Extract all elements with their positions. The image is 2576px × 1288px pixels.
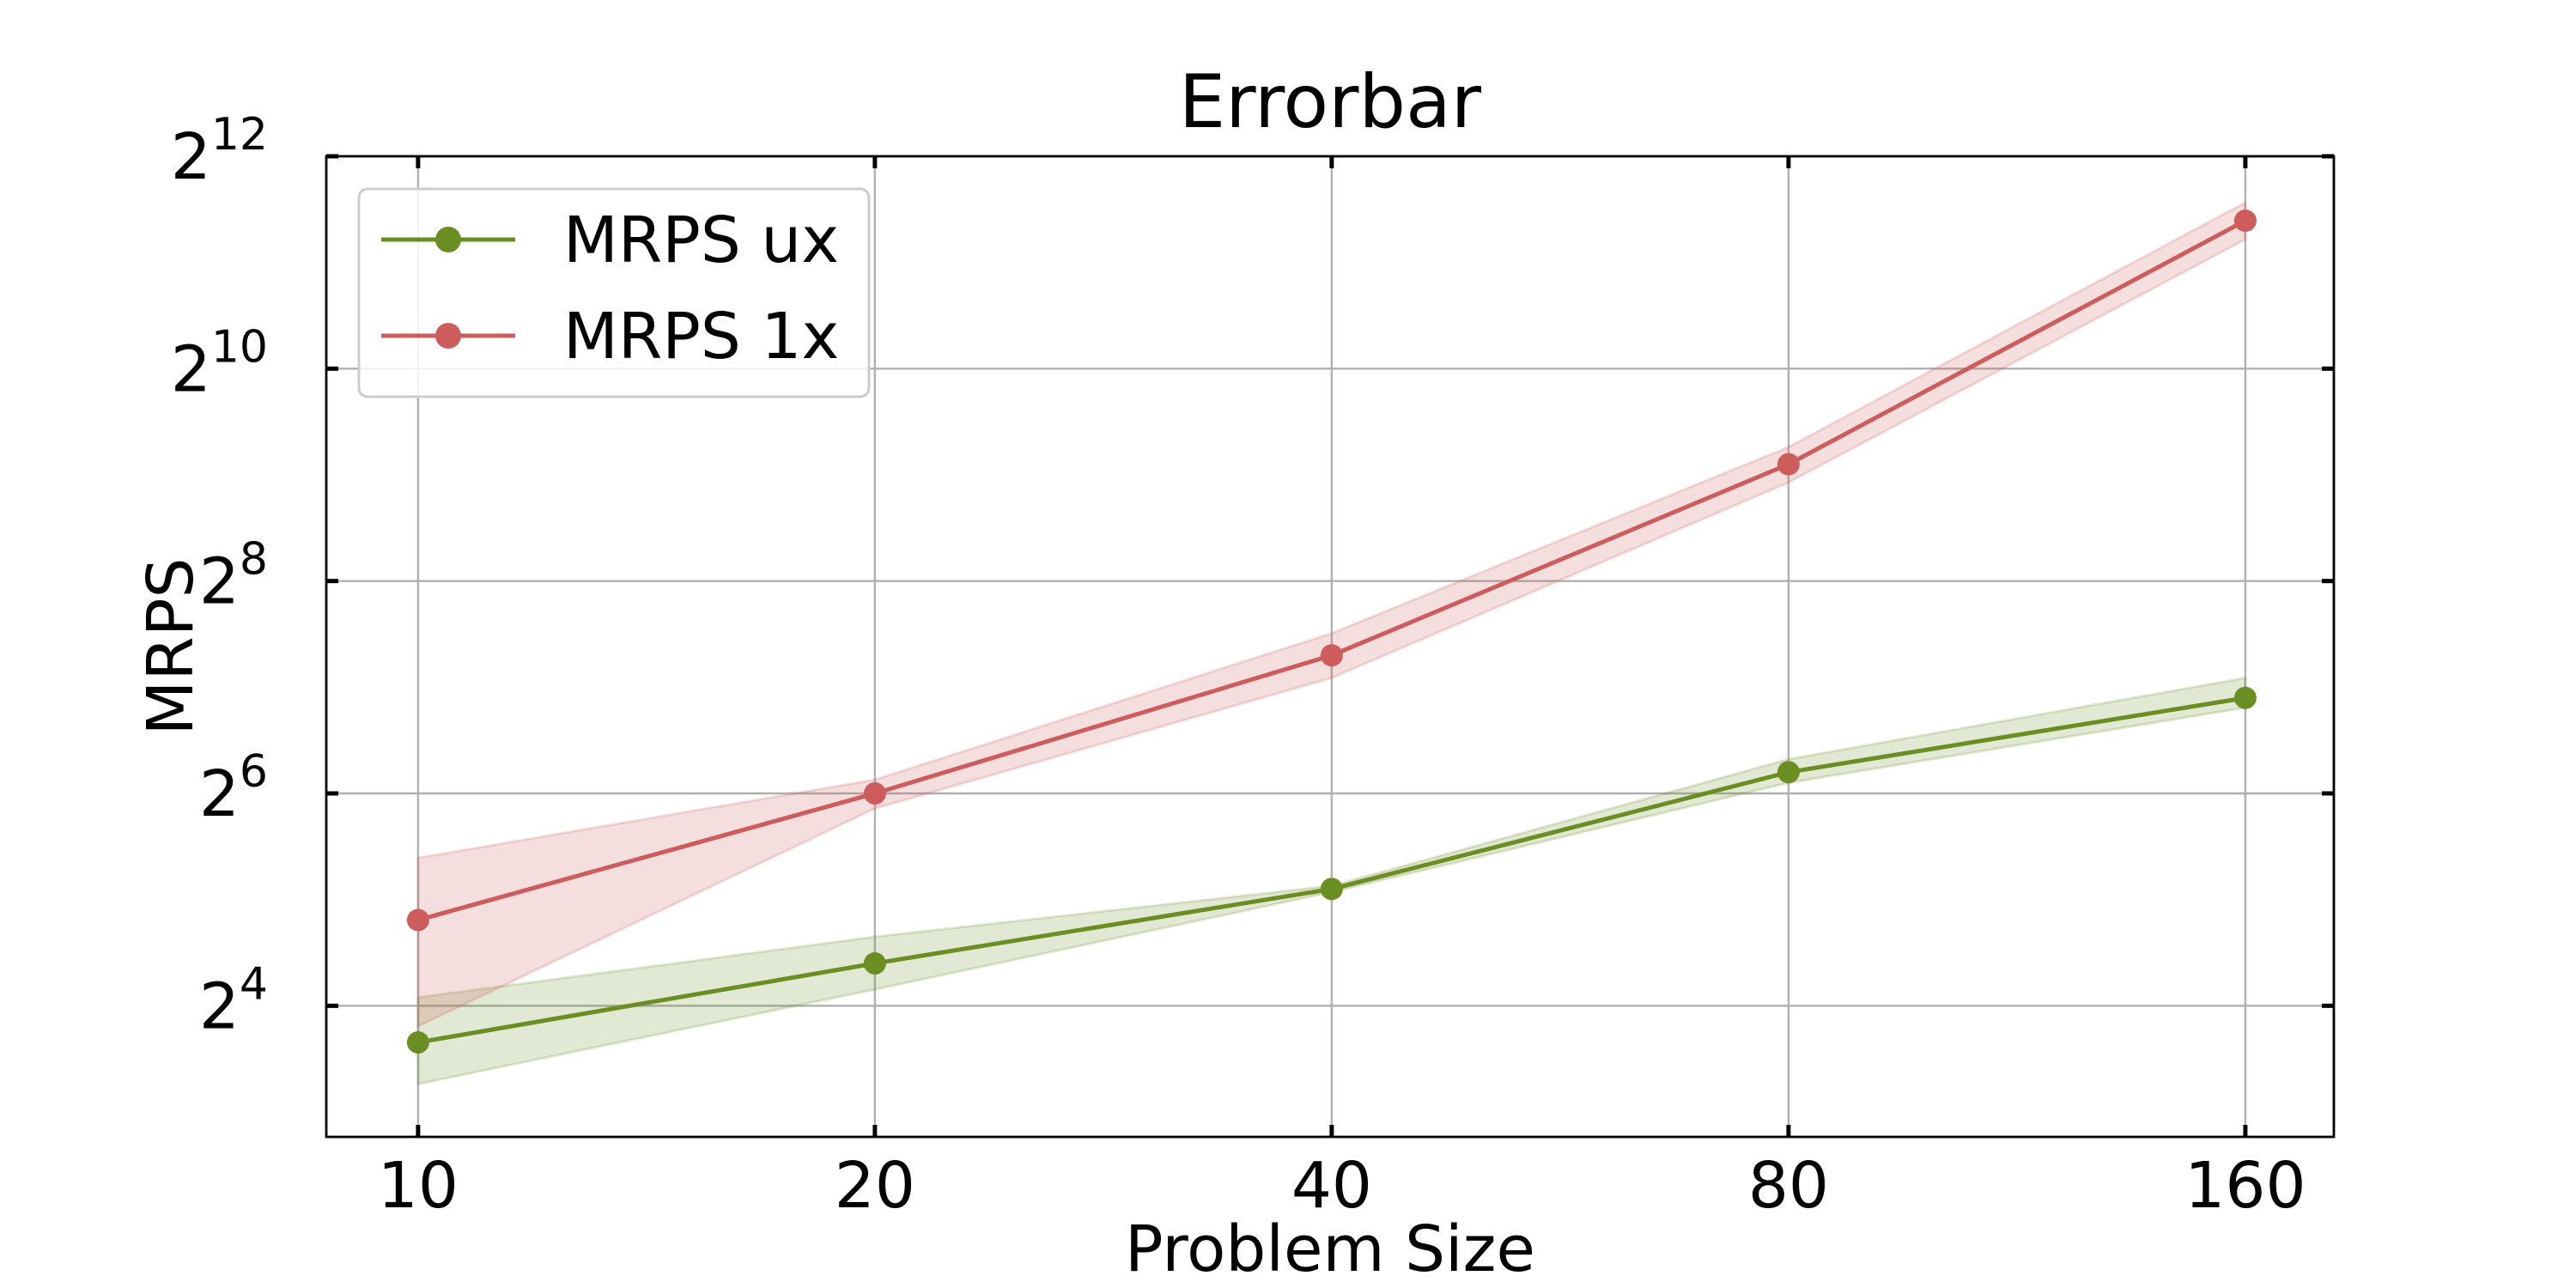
legend-marker-ux bbox=[435, 227, 461, 252]
legend-label-1x: MRPS 1x bbox=[563, 300, 839, 374]
y-tick-base: 2 bbox=[171, 332, 211, 406]
legend-label-ux: MRPS ux bbox=[563, 204, 839, 277]
x-tick-label: 10 bbox=[378, 1149, 459, 1223]
x-tick-label: 40 bbox=[1291, 1149, 1372, 1223]
data-points bbox=[406, 210, 2257, 1054]
data-point bbox=[863, 782, 886, 805]
x-axis-label: Problem Size bbox=[1125, 1212, 1535, 1286]
data-point bbox=[1320, 878, 1343, 901]
chart-title: Errorbar bbox=[1179, 59, 1482, 145]
data-point bbox=[406, 908, 429, 932]
axis-ticks bbox=[326, 154, 2334, 1137]
data-point bbox=[2233, 210, 2257, 233]
x-tick-label: 80 bbox=[1748, 1149, 1829, 1223]
y-tick-exponent: 12 bbox=[211, 109, 268, 161]
y-tick-base: 2 bbox=[199, 969, 240, 1043]
x-tick-labels: 10 20 40 80 160 bbox=[378, 1149, 2306, 1223]
y-tick-label: 210 bbox=[171, 321, 268, 406]
y-tick-exponent: 6 bbox=[240, 746, 268, 798]
x-tick-label: 20 bbox=[835, 1149, 915, 1223]
data-point bbox=[863, 951, 886, 975]
data-point bbox=[2233, 686, 2257, 709]
y-tick-label: 26 bbox=[199, 746, 268, 831]
data-point bbox=[1777, 761, 1800, 784]
y-tick-base: 2 bbox=[199, 757, 240, 831]
x-tick-label: 160 bbox=[2184, 1149, 2306, 1223]
legend-marker-1x bbox=[435, 323, 461, 349]
data-point bbox=[1777, 453, 1800, 476]
data-point bbox=[1320, 644, 1343, 667]
y-tick-exponent: 8 bbox=[240, 534, 268, 586]
y-tick-exponent: 4 bbox=[240, 958, 268, 1010]
y-tick-base: 2 bbox=[199, 545, 240, 619]
legend: MRPS ux MRPS 1x bbox=[357, 187, 871, 398]
y-tick-exponent: 10 bbox=[211, 321, 268, 373]
data-point bbox=[406, 1030, 429, 1054]
y-tick-label: 28 bbox=[199, 534, 268, 619]
error-band-1 bbox=[416, 200, 2247, 1029]
y-tick-label: 212 bbox=[171, 109, 268, 194]
y-axis-label: MRPS bbox=[134, 558, 208, 736]
y-tick-label: 24 bbox=[199, 958, 268, 1043]
y-tick-base: 2 bbox=[171, 120, 211, 194]
